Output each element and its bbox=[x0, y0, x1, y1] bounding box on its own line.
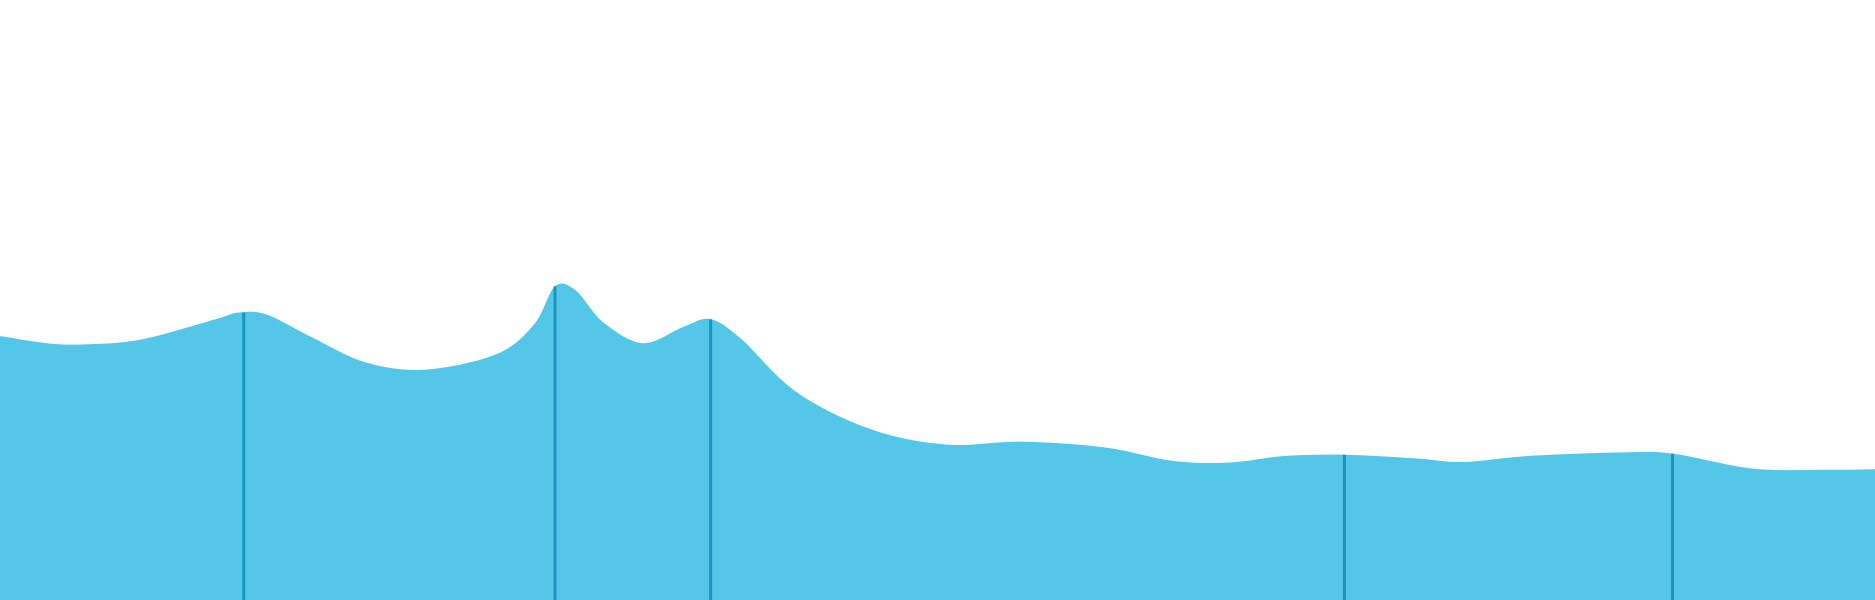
area-series-0 bbox=[0, 283, 1875, 600]
